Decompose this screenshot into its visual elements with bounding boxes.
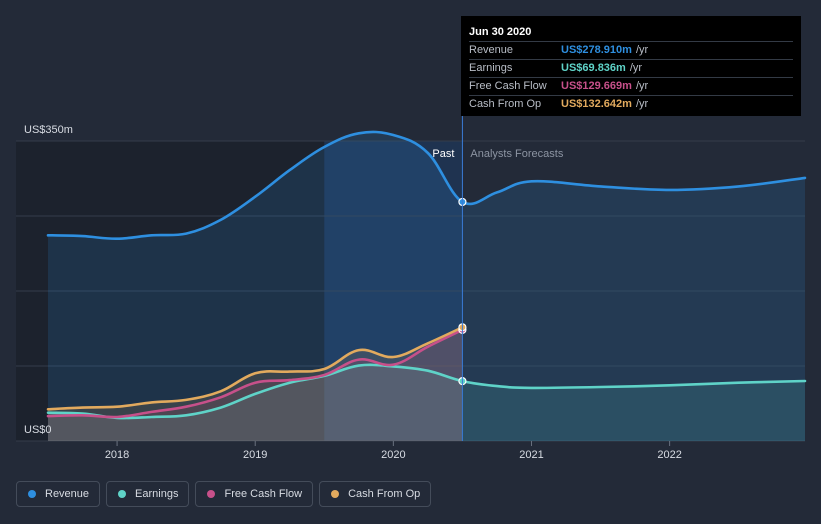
legend-dot-icon	[28, 490, 36, 498]
x-tick-label: 2019	[243, 449, 267, 461]
tooltip-unit: /yr	[635, 80, 649, 92]
tooltip-row-earnings: Earnings US$69.836m /yr	[469, 59, 793, 77]
legend: Revenue Earnings Free Cash Flow Cash Fro…	[16, 481, 432, 507]
series-line-free-cash-flow	[46, 328, 464, 419]
x-tick-label: 2018	[105, 449, 129, 461]
tooltip-label: Revenue	[469, 44, 514, 56]
series-line-earnings	[46, 363, 807, 420]
legend-item-cash-from-op[interactable]: Cash From Op	[319, 481, 432, 507]
tooltip: Jun 30 2020 Revenue US$278.910m /yr Earn…	[461, 16, 801, 116]
series-area-earnings	[48, 364, 805, 441]
legend-item-revenue[interactable]: Revenue	[16, 481, 101, 507]
tooltip-label: Earnings	[469, 62, 513, 74]
tooltip-value: US$132.642m	[561, 98, 632, 110]
tooltip-unit: /yr	[635, 98, 649, 110]
tooltip-label: Free Cash Flow	[469, 80, 547, 92]
legend-item-earnings[interactable]: Earnings	[106, 481, 190, 507]
past-label: Past	[432, 148, 454, 160]
tooltip-row-cash-from-op: Cash From Op US$132.642m /yr	[469, 95, 793, 113]
legend-label: Earnings	[135, 488, 179, 500]
series-area-free-cash-flow	[48, 329, 463, 441]
series-line-revenue	[46, 130, 807, 241]
y-axis-top-label: US$350m	[24, 124, 73, 136]
tooltip-date: Jun 30 2020	[469, 26, 532, 38]
legend-label: Revenue	[45, 488, 90, 500]
tooltip-value: US$69.836m	[561, 62, 626, 74]
tooltip-unit: /yr	[629, 62, 643, 74]
legend-dot-icon	[118, 490, 127, 498]
legend-label: Cash From Op	[348, 488, 421, 500]
tooltip-row-free-cash-flow: Free Cash Flow US$129.669m /yr	[469, 77, 793, 95]
tooltip-label: Cash From Op	[469, 98, 542, 110]
series-line-cash-from-op	[46, 326, 464, 411]
legend-item-free-cash-flow[interactable]: Free Cash Flow	[195, 481, 314, 507]
x-tick-label: 2020	[381, 449, 405, 461]
tooltip-row-revenue: Revenue US$278.910m /yr	[469, 41, 793, 59]
series-area-revenue	[48, 131, 805, 441]
forecast-label: Analysts Forecasts	[470, 148, 563, 160]
tooltip-unit: /yr	[635, 44, 649, 56]
y-axis-bottom-label: US$0	[24, 424, 52, 436]
tooltip-value: US$278.910m	[561, 44, 632, 56]
legend-dot-icon	[331, 490, 340, 498]
x-tick-label: 2022	[657, 449, 681, 461]
legend-label: Free Cash Flow	[224, 488, 303, 500]
x-tick-label: 2021	[519, 449, 543, 461]
legend-dot-icon	[207, 490, 216, 498]
tooltip-value: US$129.669m	[561, 80, 632, 92]
